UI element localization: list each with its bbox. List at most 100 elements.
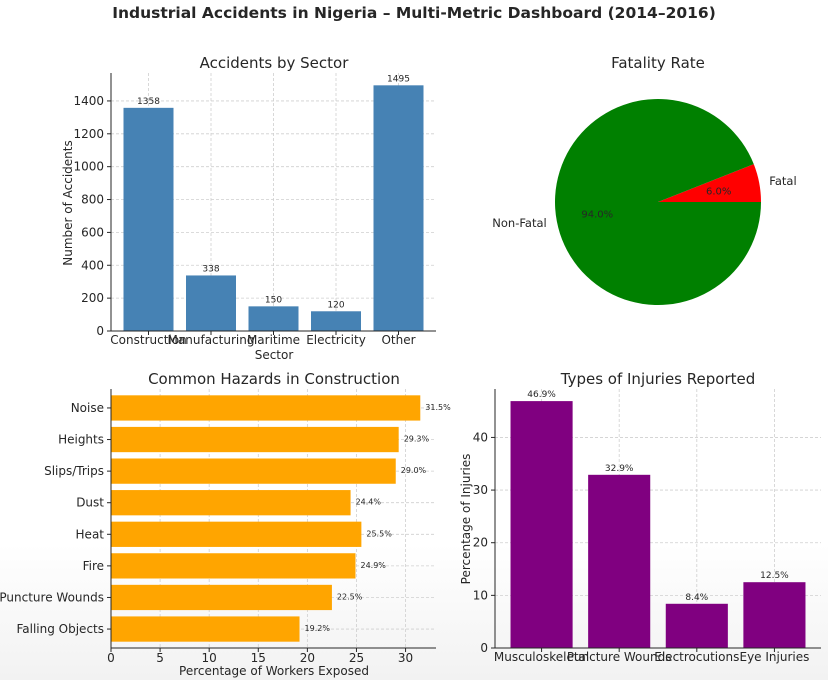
- hazards-ytick-label: Falling Objects: [16, 622, 104, 636]
- hazards-xtick-label: 15: [251, 651, 266, 665]
- sector-ytick-label: 600: [81, 225, 104, 239]
- sector-data-label: 1358: [137, 97, 160, 107]
- hazards-chart-title: Common Hazards in Construction: [148, 370, 400, 388]
- hazards-xtick-label: 10: [202, 651, 217, 665]
- hazards-ytick-label: Heat: [76, 527, 105, 541]
- hazards-xaxis-label: Percentage of Workers Exposed: [179, 664, 369, 678]
- hazard-data-label: 24.9%: [360, 561, 386, 570]
- hazards-xtick-label: 20: [300, 651, 315, 665]
- sector-data-label: 338: [202, 264, 219, 274]
- hazards-barh-chart: Common Hazards in Construction 19.2% 22.5…: [0, 370, 451, 678]
- sector-bar-other: [373, 85, 424, 331]
- hazards-ytick-label: Fire: [83, 559, 104, 573]
- hazards-xtick-label: 5: [156, 651, 164, 665]
- sector-ytick-label: 1000: [73, 160, 104, 174]
- injury-bar-eye-injuries: [743, 582, 806, 648]
- sector-data-label: 150: [265, 295, 282, 305]
- sector-ytick-label: 200: [81, 291, 104, 305]
- hazards-chart-axes: [107, 389, 436, 652]
- sector-yaxis-label: Number of Accidents: [61, 140, 75, 266]
- injuries-ytick-label: 40: [473, 430, 488, 444]
- hazards-ytick-label: Slips/Trips: [44, 464, 104, 478]
- injuries-ytick-label: 20: [473, 536, 488, 550]
- pie-label-fatal: Fatal: [769, 174, 796, 188]
- sector-xtick-label: Maritime: [247, 333, 300, 347]
- sector-bar-manufacturing: [186, 275, 236, 331]
- hazard-data-label: 24.4%: [356, 498, 382, 507]
- hazard-bar-heat: [111, 521, 362, 547]
- hazard-bar-dust: [111, 490, 351, 516]
- injuries-xtick-label: Electrocutions: [654, 650, 739, 664]
- sector-bar-electricity: [311, 311, 361, 331]
- hazard-data-label: 22.5%: [337, 592, 363, 601]
- injuries-xtick-label: Puncture Wounds: [567, 650, 672, 664]
- fatality-labels: Fatal 6.0% Non-Fatal 94.0%: [492, 174, 796, 230]
- pie-pct-label: 94.0%: [581, 210, 613, 221]
- pie-pct-label: 6.0%: [706, 186, 731, 197]
- hazards-ytick-label: Noise: [71, 401, 104, 415]
- sector-data-label: 120: [327, 300, 344, 310]
- hazard-data-label: 19.2%: [305, 624, 331, 633]
- hazards-xtick-label: 30: [398, 651, 413, 665]
- injury-bar-electrocutions: [665, 603, 728, 648]
- injuries-ytick-label: 0: [480, 641, 488, 655]
- sector-tick-labels: 0 200 400 600 800 1000 1200 1400 ConstructionMan…: [73, 94, 415, 347]
- sector-bar-chart: Accidents by Sector 1358 338 150 120 1495 0 2…: [61, 54, 436, 362]
- pie-label-non-fatal: Non-Fatal: [492, 216, 546, 230]
- hazard-bar-slips-trips: [111, 458, 396, 484]
- sector-bar-construction: [123, 107, 174, 331]
- fatality-slices: [554, 98, 761, 305]
- pie-slice-non-fatal: [554, 98, 761, 305]
- hazard-data-label: 29.0%: [401, 466, 427, 475]
- injury-data-label: 12.5%: [760, 571, 789, 581]
- pie-slice-fatal: [658, 164, 761, 202]
- sector-ytick-label: 0: [96, 324, 104, 338]
- hazard-bar-noise: [111, 395, 421, 421]
- hazard-data-label: 29.3%: [404, 435, 430, 444]
- sector-ytick-label: 1200: [73, 127, 104, 141]
- figure-suptitle: Industrial Accidents in Nigeria – Multi-…: [112, 4, 716, 22]
- sector-chart-title: Accidents by Sector: [200, 54, 350, 72]
- hazards-ytick-label: Heights: [58, 433, 104, 447]
- injury-bar-puncture-wounds: [588, 474, 651, 648]
- fatality-chart-title: Fatality Rate: [611, 54, 705, 72]
- sector-ytick-label: 400: [81, 258, 104, 272]
- sector-xaxis-label: Sector: [255, 348, 294, 362]
- injury-bar-musculoskeletal: [510, 401, 573, 648]
- sector-data-label: 1495: [387, 74, 410, 84]
- injuries-bars: [510, 401, 806, 648]
- sector-bar-maritime: [248, 306, 299, 331]
- sector-chart-axes: [107, 73, 436, 335]
- hazard-data-label: 31.5%: [425, 403, 451, 412]
- injuries-ytick-label: 10: [473, 588, 488, 602]
- injuries-bar-chart: Types of Injuries Reported 46.9% 32.9% 8.4…: [459, 370, 821, 664]
- hazard-data-label: 25.5%: [366, 529, 392, 538]
- injury-data-label: 32.9%: [605, 464, 634, 474]
- sector-bars: [123, 85, 424, 331]
- hazards-ytick-label: Dust: [76, 496, 104, 510]
- sector-ytick-label: 800: [81, 193, 104, 207]
- sector-xtick-label: Other: [381, 333, 415, 347]
- injury-data-label: 8.4%: [685, 593, 708, 603]
- hazards-tick-labels: 0 5 10 15 20 25 30 Falling Objects Puncture Woun…: [0, 401, 413, 665]
- hazard-bar-puncture-wounds: [111, 584, 332, 611]
- injuries-xtick-label: Eye Injuries: [739, 650, 809, 664]
- injuries-chart-title: Types of Injuries Reported: [560, 370, 756, 388]
- sector-data-labels: 1358 338 150 120 1495: [137, 74, 410, 310]
- hazards-xtick-label: 0: [107, 651, 115, 665]
- sector-ytick-label: 1400: [73, 94, 104, 108]
- injury-data-label: 46.9%: [527, 390, 556, 400]
- sector-xtick-label: Construction: [110, 333, 186, 347]
- injuries-chart-axes: [491, 389, 821, 652]
- injuries-ytick-label: 30: [473, 483, 488, 497]
- hazard-bar-fire: [111, 553, 356, 579]
- sector-xtick-label: Manufacturing: [168, 333, 255, 347]
- hazard-bar-heights: [111, 426, 399, 453]
- injuries-xtick-label: Musculoskeletal: [494, 650, 589, 664]
- hazard-bar-falling-objects: [111, 616, 300, 642]
- sector-xtick-label: Electricity: [306, 333, 366, 347]
- hazards-ytick-label: Puncture Wounds: [0, 590, 104, 604]
- hazards-bars: [111, 395, 421, 642]
